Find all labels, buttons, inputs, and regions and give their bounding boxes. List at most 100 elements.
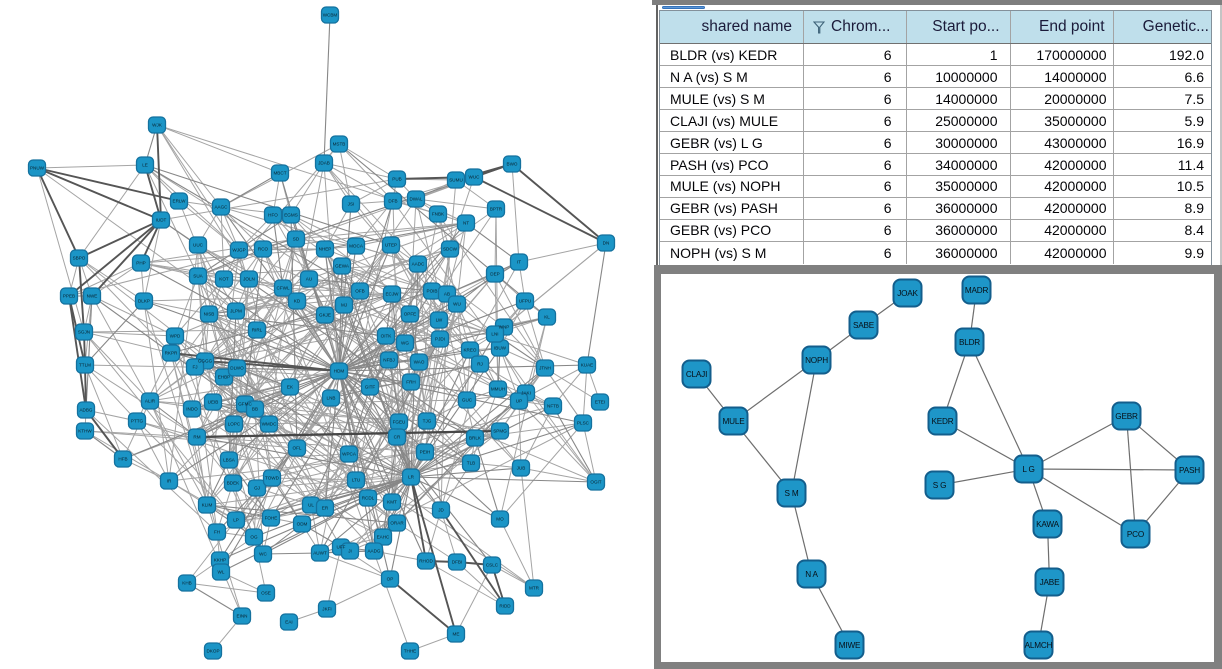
svg-text:PJDI: PJDI [435,337,445,342]
svg-text:KD: KD [294,299,301,304]
svg-text:PUB: PUB [392,177,401,182]
svg-text:KLIM: KLIM [202,503,213,508]
svg-text:MSTB: MSTB [333,142,346,147]
svg-text:KKHP: KKHP [214,558,227,563]
svg-text:WPCA: WPCA [342,452,357,457]
svg-text:SUMU: SUMU [449,178,463,183]
svg-text:MULE: MULE [722,417,745,426]
svg-text:FJ: FJ [192,365,197,370]
svg-text:SABE: SABE [852,321,874,330]
svg-text:DLKP: DLKP [138,299,150,304]
svg-text:GFMC: GFMC [238,402,252,407]
svg-text:SDCW: SDCW [443,247,458,252]
svg-text:S G: S G [932,481,946,490]
svg-text:EAI: EAI [285,620,292,625]
svg-text:NFBJ: NFBJ [383,358,394,363]
svg-text:PASH: PASH [1179,466,1200,475]
svg-text:MMUH: MMUH [491,387,505,392]
svg-text:DWAL: DWAL [409,197,423,202]
svg-text:AU: AU [306,277,312,282]
svg-text:CSLC: CSLC [486,563,499,568]
svg-text:IBUW: IBUW [494,346,507,351]
svg-text:LE: LE [142,163,148,168]
svg-text:BLDR: BLDR [958,338,979,347]
svg-text:GKJE: GKJE [319,313,331,318]
svg-text:RM: RM [193,435,200,440]
svg-text:LTU: LTU [352,478,360,483]
svg-text:JDAB: JDAB [318,161,330,166]
svg-text:PNUW: PNUW [30,166,45,171]
svg-text:EHBP: EHBP [218,375,231,380]
svg-text:BWO: BWO [507,162,518,167]
svg-text:FOHE: FOHE [265,516,278,521]
svg-text:KMT: KMT [387,500,397,505]
svg-text:KAWA: KAWA [1036,520,1059,529]
svg-text:NISB: NISB [204,312,215,317]
svg-text:NFTB: NFTB [547,404,559,409]
svg-text:LR: LR [408,475,415,480]
svg-text:KUAE: KUAE [581,363,594,368]
svg-text:PLSC: PLSC [577,421,590,426]
svg-text:SUA: SUA [193,274,203,279]
svg-text:MADR: MADR [964,286,988,295]
svg-text:HFB: HFB [118,457,127,462]
svg-text:UFPU: UFPU [519,299,532,304]
svg-text:DFBI: DFBI [452,560,462,565]
svg-text:TOWD: TOWD [265,476,280,481]
svg-text:OITK: OITK [381,334,393,339]
svg-text:RIDD: RIDD [499,604,511,609]
svg-text:SPMG: SPMG [493,429,507,434]
svg-text:GITF: GITF [365,385,376,390]
svg-text:JAKI: JAKI [521,391,531,396]
svg-text:SBPO: SBPO [73,256,86,261]
svg-text:NOPH: NOPH [805,356,828,365]
svg-text:IT: IT [517,260,521,265]
svg-text:OPFE: OPFE [404,312,417,317]
svg-text:UL: UL [308,503,314,508]
svg-text:MJ: MJ [341,303,347,308]
svg-text:KEDR: KEDR [931,417,953,426]
svg-text:TTLM: TTLM [79,363,91,368]
svg-text:AADG: AADG [367,549,380,554]
svg-text:PTTG: PTTG [131,419,144,424]
svg-text:DEP: DEP [490,272,499,277]
svg-text:IR: IR [167,479,172,484]
svg-text:ALMCH: ALMCH [1024,641,1052,650]
svg-text:ADBG: ADBG [79,408,92,413]
svg-text:BDEK: BDEK [227,481,240,486]
svg-text:KREO: KREO [463,348,476,353]
svg-text:DKOP: DKOP [206,649,219,654]
svg-text:FNBK: FNBK [432,212,445,217]
svg-text:AB: AB [444,292,450,297]
svg-text:CLAJI: CLAJI [685,370,706,379]
svg-text:JABE: JABE [1039,578,1059,587]
svg-text:NT: NT [463,221,469,226]
svg-text:TLB: TLB [467,461,475,466]
svg-text:LBSA: LBSA [223,458,236,463]
svg-text:DFB: DFB [388,199,397,204]
svg-text:EAHC: EAHC [377,535,390,540]
svg-text:MBCT: MBCT [273,171,286,176]
svg-text:WUC: WUC [469,175,481,180]
svg-text:ORAR: ORAR [390,521,404,526]
svg-text:WAO: WAO [414,360,425,365]
svg-text:JOAK: JOAK [897,289,918,298]
svg-text:NHEP: NHEP [319,247,332,252]
svg-text:WG: WG [401,341,409,346]
svg-text:EK: EK [287,385,294,390]
svg-text:WPD: WPD [170,334,181,339]
svg-text:KL: KL [544,315,550,320]
svg-text:DLWO: DLWO [230,366,244,371]
svg-text:KOT: KOT [219,277,229,282]
svg-text:PCO: PCO [1126,530,1143,539]
svg-text:PPEB: PPEB [63,294,75,299]
svg-text:KTHW: KTHW [78,429,92,434]
svg-text:JKFI: JKFI [322,607,331,612]
svg-text:WL: WL [218,570,225,575]
svg-text:LW: LW [436,318,443,323]
svg-text:FRH: FRH [406,380,415,385]
svg-text:JTNH: JTNH [539,366,551,371]
svg-text:ME: ME [453,632,460,637]
svg-text:JI: JI [348,549,352,554]
svg-text:FGEU: FGEU [393,420,406,425]
